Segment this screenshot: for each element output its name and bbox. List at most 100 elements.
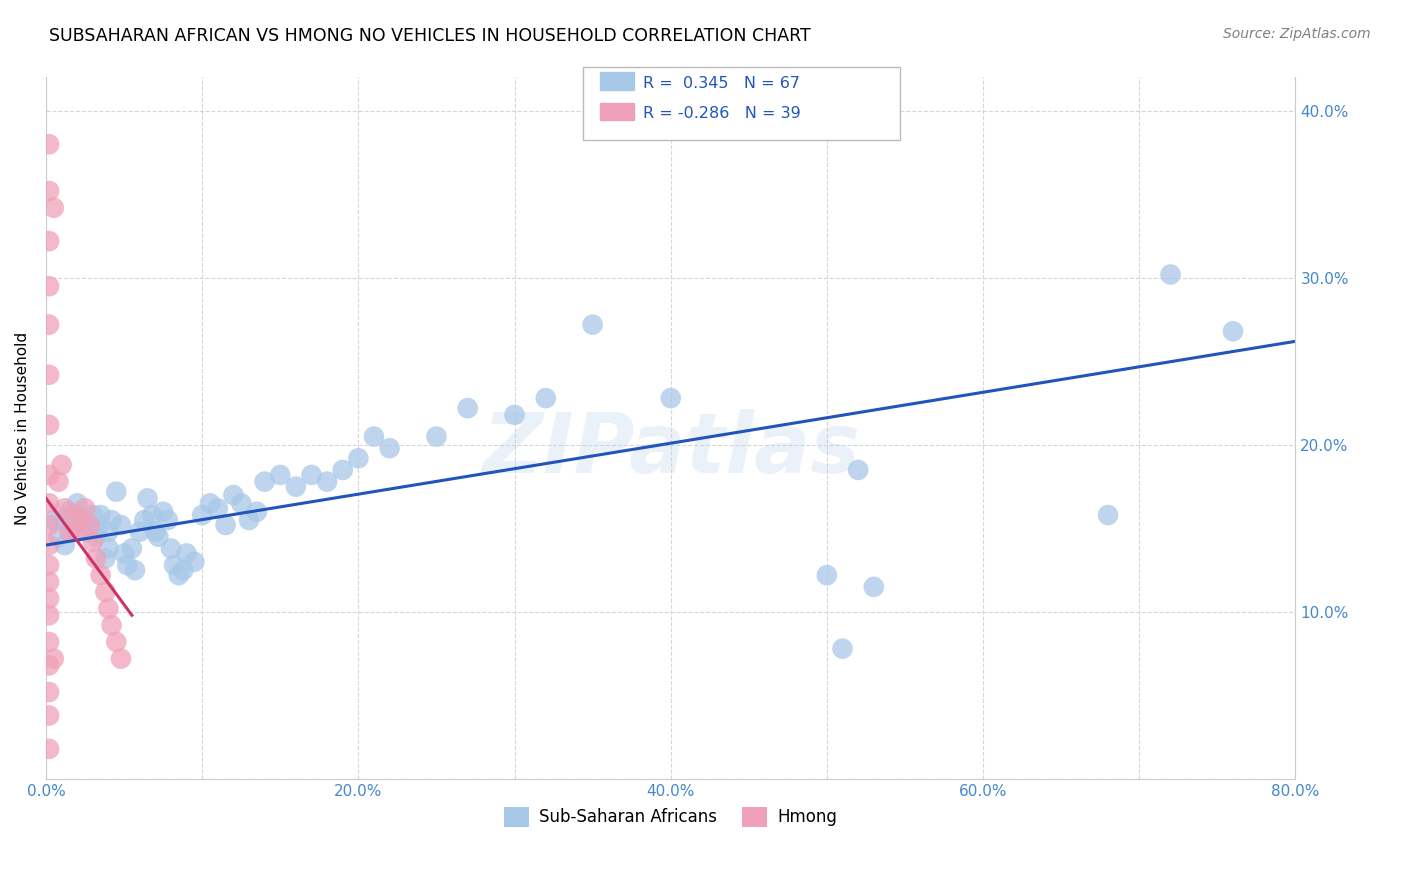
Point bbox=[38, 608, 60, 623]
Point bbox=[53, 501, 76, 516]
Point bbox=[378, 441, 401, 455]
Point bbox=[815, 568, 838, 582]
Point bbox=[48, 475, 70, 489]
Point bbox=[38, 234, 60, 248]
Point bbox=[84, 530, 107, 544]
Point bbox=[73, 513, 96, 527]
Point bbox=[191, 508, 214, 522]
Point bbox=[112, 546, 135, 560]
Point bbox=[38, 184, 60, 198]
Point bbox=[846, 463, 869, 477]
Point bbox=[156, 513, 179, 527]
Point bbox=[90, 508, 112, 522]
Point bbox=[1160, 268, 1182, 282]
Point bbox=[38, 685, 60, 699]
Text: R = -0.286   N = 39: R = -0.286 N = 39 bbox=[643, 106, 800, 121]
Point bbox=[38, 518, 60, 533]
Point bbox=[38, 708, 60, 723]
Point bbox=[105, 635, 128, 649]
Point bbox=[79, 518, 101, 533]
Point bbox=[1222, 324, 1244, 338]
Point bbox=[110, 518, 132, 533]
Point bbox=[84, 551, 107, 566]
Point bbox=[73, 524, 96, 539]
Point bbox=[862, 580, 884, 594]
Point bbox=[82, 534, 104, 549]
Point bbox=[73, 501, 96, 516]
Point bbox=[63, 521, 86, 535]
Point bbox=[94, 551, 117, 566]
Point bbox=[110, 651, 132, 665]
Point bbox=[63, 508, 86, 522]
Point bbox=[160, 541, 183, 556]
Point bbox=[38, 658, 60, 673]
Point bbox=[42, 201, 65, 215]
Point bbox=[457, 401, 479, 416]
Point bbox=[214, 518, 236, 533]
Point bbox=[503, 408, 526, 422]
Point bbox=[38, 496, 60, 510]
Point bbox=[316, 475, 339, 489]
Point bbox=[94, 585, 117, 599]
Point bbox=[269, 467, 291, 482]
Point bbox=[66, 496, 89, 510]
Point bbox=[97, 524, 120, 539]
Point bbox=[176, 546, 198, 560]
Point bbox=[363, 429, 385, 443]
Point bbox=[222, 488, 245, 502]
Point bbox=[183, 555, 205, 569]
Point bbox=[97, 601, 120, 615]
Point bbox=[136, 491, 159, 506]
Point bbox=[38, 318, 60, 332]
Point bbox=[79, 518, 101, 533]
Point bbox=[207, 501, 229, 516]
Point bbox=[1097, 508, 1119, 522]
Point bbox=[581, 318, 603, 332]
Point bbox=[42, 651, 65, 665]
Point bbox=[238, 513, 260, 527]
Point bbox=[152, 505, 174, 519]
Point bbox=[38, 538, 60, 552]
Point bbox=[143, 524, 166, 539]
Point bbox=[105, 484, 128, 499]
Point bbox=[115, 558, 138, 573]
Point bbox=[831, 641, 853, 656]
Point bbox=[332, 463, 354, 477]
Point bbox=[51, 513, 73, 527]
Y-axis label: No Vehicles in Household: No Vehicles in Household bbox=[15, 332, 30, 524]
Point bbox=[51, 458, 73, 472]
Point bbox=[58, 524, 80, 539]
Point bbox=[38, 574, 60, 589]
Point bbox=[167, 568, 190, 582]
Point bbox=[100, 513, 122, 527]
Point bbox=[38, 467, 60, 482]
Point bbox=[97, 541, 120, 556]
Legend: Sub-Saharan Africans, Hmong: Sub-Saharan Africans, Hmong bbox=[498, 800, 844, 834]
Point bbox=[148, 530, 170, 544]
Point bbox=[42, 513, 65, 527]
Point bbox=[82, 508, 104, 522]
Point bbox=[659, 391, 682, 405]
Point bbox=[163, 558, 186, 573]
Point bbox=[38, 368, 60, 382]
Point bbox=[425, 429, 447, 443]
Text: R =  0.345   N = 67: R = 0.345 N = 67 bbox=[643, 76, 800, 91]
Text: Source: ZipAtlas.com: Source: ZipAtlas.com bbox=[1223, 27, 1371, 41]
Point bbox=[38, 279, 60, 293]
Point bbox=[121, 541, 143, 556]
Point bbox=[301, 467, 323, 482]
Point bbox=[172, 563, 194, 577]
Point bbox=[69, 513, 91, 527]
Point bbox=[58, 505, 80, 519]
Point bbox=[231, 496, 253, 510]
Point bbox=[134, 513, 156, 527]
Point bbox=[66, 524, 89, 539]
Point bbox=[38, 591, 60, 606]
Point bbox=[246, 505, 269, 519]
Point bbox=[534, 391, 557, 405]
Point bbox=[141, 508, 163, 522]
Point bbox=[38, 742, 60, 756]
Point bbox=[124, 563, 146, 577]
Text: SUBSAHARAN AFRICAN VS HMONG NO VEHICLES IN HOUSEHOLD CORRELATION CHART: SUBSAHARAN AFRICAN VS HMONG NO VEHICLES … bbox=[49, 27, 811, 45]
Point bbox=[38, 635, 60, 649]
